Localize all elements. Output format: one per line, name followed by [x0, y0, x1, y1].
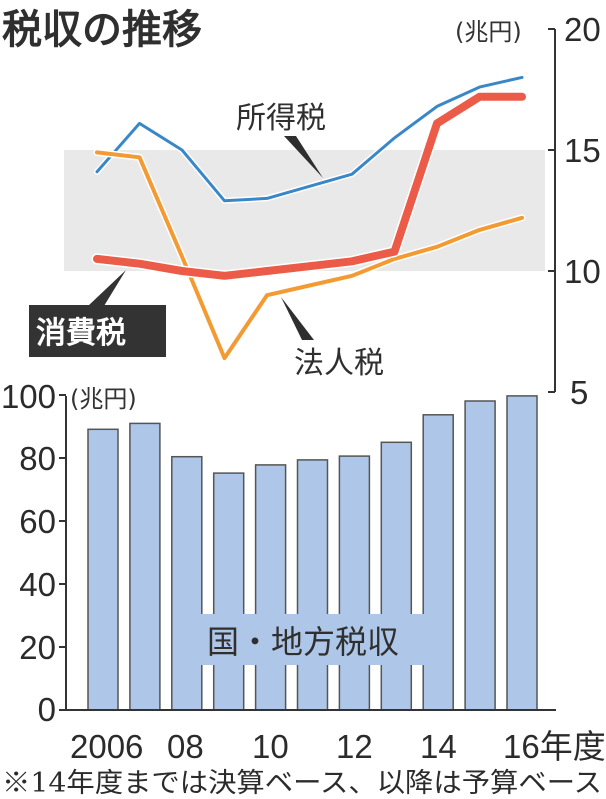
x-label-08: 08: [167, 728, 204, 765]
footnote: ※14年度までは決算ベース、以降は予算ベース: [2, 768, 602, 799]
left-tick-60: 60: [19, 503, 56, 540]
consumption-tax-label: 消費税: [36, 316, 126, 351]
line-chart: (兆円) 20 15 10 5 所得税 消費税 法人税: [29, 11, 601, 411]
right-tick-10: 10: [564, 253, 601, 290]
bar-2013: [380, 441, 413, 711]
x-label-14: 14: [420, 728, 457, 765]
line-unit-label: (兆円): [455, 18, 522, 46]
chart-title: 税収の推移: [2, 7, 202, 53]
bar-2009: [212, 472, 245, 711]
bar-series-label: 国・地方税収: [207, 623, 399, 661]
x-label-10: 10: [252, 728, 289, 765]
left-tick-0: 0: [38, 691, 56, 728]
bar-2012: [338, 455, 371, 711]
left-tick-100: 100: [1, 378, 56, 415]
bar-series: [87, 395, 538, 711]
corporate-tax-label: 法人税: [294, 346, 384, 381]
bar-2007: [129, 422, 161, 711]
left-tick-80: 80: [19, 440, 56, 477]
bar-series-label-bg: [201, 614, 426, 665]
left-tick-20: 20: [19, 629, 56, 666]
x-label-16: 16年度: [503, 728, 606, 765]
consumption-tax-label-box: [29, 305, 166, 357]
income-tax-pointer: [284, 136, 323, 178]
bar-2008: [171, 455, 203, 711]
income-tax-label: 所得税: [236, 101, 326, 136]
consumption-tax-pointer: [88, 270, 126, 306]
income-tax-line: [95, 75, 524, 203]
right-tick-20: 20: [564, 11, 601, 48]
bar-2014: [422, 414, 454, 711]
consumption-tax-line: [93, 92, 526, 280]
bar-2010: [254, 464, 287, 711]
bar-2015: [464, 400, 496, 711]
right-axis-ticks: [548, 28, 555, 393]
corporate-tax-pointer: [281, 297, 314, 340]
bar-unit-label: (兆円): [70, 385, 137, 413]
left-axis-ticks: [59, 394, 66, 711]
bar-2006: [87, 428, 119, 711]
x-label-12: 12: [336, 728, 373, 765]
corporate-tax-line: [95, 150, 524, 361]
left-tick-40: 40: [19, 566, 56, 603]
x-label-2006: 2006: [70, 728, 143, 765]
right-tick-15: 15: [564, 132, 601, 169]
line-series: [91, 74, 528, 362]
shaded-band: [64, 150, 545, 271]
right-tick-5: 5: [570, 374, 588, 411]
bar-chart: 国・地方税収 (兆円) 100 80 60 40 20 0 2006 08 10…: [1, 378, 606, 765]
bar-2011: [296, 459, 329, 711]
bar-2016: [506, 395, 538, 711]
